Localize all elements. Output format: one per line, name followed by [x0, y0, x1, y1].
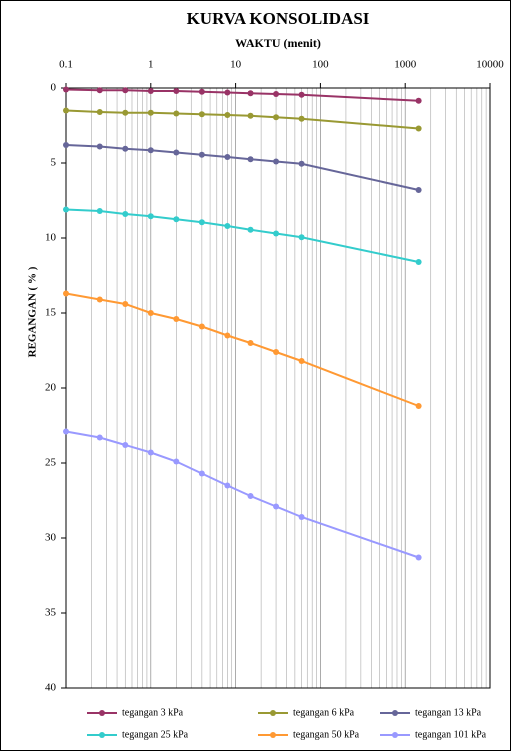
legend-label: tegangan 101 kPa	[415, 729, 487, 740]
marker	[416, 98, 422, 104]
x-tick-label: 10000	[476, 59, 504, 71]
marker	[63, 291, 69, 297]
marker	[224, 112, 230, 118]
marker	[173, 216, 179, 222]
marker	[199, 471, 205, 477]
marker	[199, 89, 205, 95]
marker	[299, 116, 305, 122]
marker	[299, 358, 305, 364]
marker	[63, 87, 69, 93]
x-tick-label: 100	[312, 59, 329, 71]
marker	[122, 87, 128, 93]
marker	[248, 156, 254, 162]
marker	[224, 483, 230, 489]
legend-marker	[392, 710, 398, 716]
marker	[248, 493, 254, 499]
marker	[199, 111, 205, 117]
marker	[224, 223, 230, 229]
marker	[97, 109, 103, 115]
marker	[248, 90, 254, 96]
marker	[63, 142, 69, 148]
y-tick-label: 10	[45, 232, 57, 244]
marker	[148, 310, 154, 316]
legend-marker	[270, 710, 276, 716]
y-tick-label: 35	[45, 607, 57, 619]
legend-label: tegangan 6 kPa	[293, 707, 355, 718]
marker	[299, 92, 305, 98]
y-axis-label: REGANGAN ( % )	[27, 266, 39, 357]
marker	[97, 435, 103, 441]
marker	[97, 208, 103, 214]
marker	[273, 349, 279, 355]
marker	[148, 110, 154, 116]
marker	[416, 187, 422, 193]
marker	[97, 144, 103, 150]
legend-label: tegangan 3 kPa	[122, 707, 184, 718]
marker	[416, 259, 422, 265]
y-tick-label: 25	[45, 457, 57, 469]
marker	[97, 297, 103, 303]
marker	[122, 146, 128, 152]
legend-label: tegangan 25 kPa	[122, 729, 189, 740]
marker	[148, 147, 154, 153]
y-tick-label: 30	[45, 532, 57, 544]
legend-marker	[270, 732, 276, 738]
marker	[224, 333, 230, 339]
marker	[148, 450, 154, 456]
marker	[122, 110, 128, 116]
marker	[148, 88, 154, 94]
marker	[122, 211, 128, 217]
legend-label: tegangan 50 kPa	[293, 729, 360, 740]
x-tick-label: 10	[230, 59, 242, 71]
marker	[173, 111, 179, 117]
marker	[173, 316, 179, 322]
marker	[299, 234, 305, 240]
y-tick-label: 15	[45, 307, 57, 319]
chart: KURVA KONSOLIDASI WAKTU (menit) REGANGAN…	[0, 0, 511, 751]
marker	[273, 159, 279, 165]
marker	[416, 555, 422, 561]
marker	[273, 91, 279, 97]
marker	[248, 340, 254, 346]
marker	[148, 213, 154, 219]
x-axis-label: WAKTU (menit)	[235, 36, 321, 50]
y-tick-label: 40	[45, 682, 57, 694]
marker	[63, 207, 69, 213]
legend-label: tegangan 13 kPa	[415, 707, 482, 718]
marker	[224, 90, 230, 96]
x-tick-label: 1	[148, 59, 154, 71]
x-tick-label: 1000	[394, 59, 417, 71]
legend-marker	[99, 732, 105, 738]
marker	[63, 429, 69, 435]
marker	[199, 219, 205, 225]
frame	[1, 1, 511, 751]
marker	[224, 154, 230, 160]
marker	[122, 301, 128, 307]
y-tick-label: 0	[51, 82, 57, 94]
marker	[273, 231, 279, 237]
marker	[416, 126, 422, 132]
chart-title: KURVA KONSOLIDASI	[187, 9, 370, 28]
legend-marker	[99, 710, 105, 716]
marker	[248, 113, 254, 119]
y-tick-label: 20	[45, 382, 57, 394]
marker	[173, 459, 179, 465]
marker	[199, 324, 205, 330]
x-tick-label: 0.1	[59, 59, 73, 71]
marker	[122, 442, 128, 448]
marker	[248, 227, 254, 233]
marker	[416, 403, 422, 409]
marker	[173, 88, 179, 94]
marker	[273, 504, 279, 510]
y-tick-label: 5	[51, 157, 57, 169]
marker	[299, 161, 305, 167]
marker	[199, 152, 205, 158]
page: KURVA KONSOLIDASI WAKTU (menit) REGANGAN…	[0, 0, 511, 751]
marker	[97, 87, 103, 93]
legend-marker	[392, 732, 398, 738]
marker	[63, 108, 69, 114]
marker	[299, 514, 305, 520]
marker	[173, 150, 179, 156]
marker	[273, 114, 279, 120]
